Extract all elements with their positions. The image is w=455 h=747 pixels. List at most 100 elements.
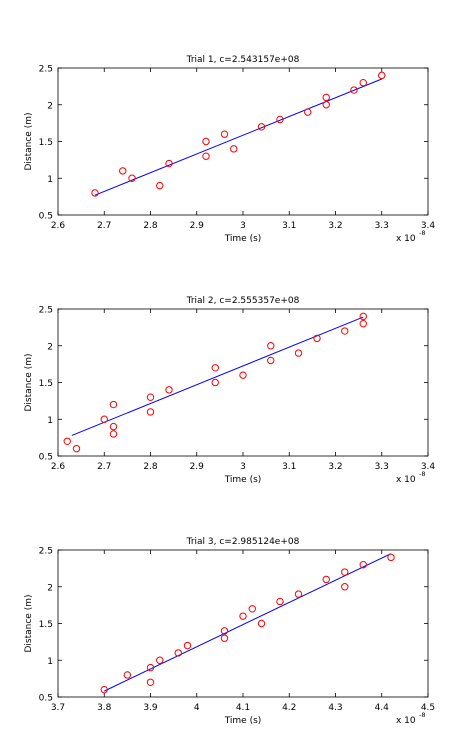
y-tick-label: 1.5	[39, 138, 53, 148]
data-point	[165, 159, 173, 168]
data-point	[109, 400, 118, 409]
data-point	[230, 145, 238, 153]
data-point	[72, 444, 81, 453]
x-tick-label: 3.4	[421, 462, 436, 472]
data-point	[146, 408, 155, 416]
data-point	[267, 342, 275, 350]
x-tick-label: 2.8	[143, 221, 158, 231]
y-tick-label: 0.5	[39, 694, 53, 704]
x-tick-label: 2.9	[190, 221, 205, 231]
x-tick-label: 2.9	[190, 462, 205, 472]
data-point	[202, 137, 210, 146]
x-tick-label: 3.2	[328, 221, 342, 231]
x-tick-label: 4.4	[375, 703, 390, 713]
x-exponent-value: -8	[419, 229, 425, 237]
data-point	[109, 430, 118, 438]
data-point	[378, 71, 386, 80]
y-tick-label: 1	[47, 416, 53, 426]
x-tick-label: 3.9	[143, 703, 158, 713]
y-tick-label: 2	[47, 101, 53, 111]
data-point	[341, 583, 349, 591]
data-point	[239, 371, 247, 379]
x-exponent-label: x 10	[396, 716, 416, 726]
x-tick-label: 4	[194, 703, 200, 713]
y-tick-label: 0.5	[39, 212, 53, 222]
y-axis-label: Distance (m)	[24, 594, 34, 652]
data-point	[156, 656, 164, 664]
data-point	[294, 349, 303, 357]
y-tick-label: 2	[47, 342, 53, 352]
x-tick-label: 2.7	[97, 462, 111, 472]
data-point	[359, 320, 367, 328]
data-point	[387, 553, 395, 562]
data-point	[304, 108, 312, 116]
x-tick-label: 3.3	[375, 462, 389, 472]
x-tick-label: 2.6	[51, 462, 66, 472]
y-tick-label: 2	[47, 583, 53, 593]
data-point	[239, 612, 247, 620]
x-exponent-label: x 10	[396, 475, 416, 485]
x-tick-label: 2.6	[51, 221, 66, 231]
data-point	[202, 152, 210, 160]
y-tick-label: 1	[47, 657, 53, 667]
x-tick-label: 3.1	[282, 221, 296, 231]
x-tick-label: 3.2	[328, 462, 342, 472]
data-point	[257, 619, 266, 628]
x-tick-label: 2.7	[97, 221, 111, 231]
data-point	[341, 568, 349, 576]
chart-title: Trial 3, c=2.985124e+08	[186, 537, 300, 547]
chart-title: Trial 1, c=2.543157e+08	[186, 55, 300, 65]
data-point	[146, 678, 155, 686]
data-point	[211, 364, 219, 372]
data-point	[165, 386, 173, 394]
data-point	[174, 649, 182, 657]
data-point	[341, 327, 349, 335]
data-point	[276, 597, 284, 606]
data-point	[322, 93, 330, 102]
y-tick-label: 1	[47, 175, 53, 185]
data-point	[211, 378, 219, 387]
data-point	[220, 634, 229, 642]
fit-line	[104, 553, 392, 692]
axes-box	[57, 308, 429, 457]
x-axis-label: Time (s)	[224, 234, 262, 244]
data-point	[220, 627, 229, 635]
data-point	[294, 590, 303, 598]
data-point	[313, 334, 321, 343]
x-tick-label: 3.7	[51, 703, 65, 713]
data-point	[276, 115, 284, 124]
x-axis-label: Time (s)	[224, 716, 262, 726]
y-tick-label: 2.5	[39, 65, 53, 75]
y-axis-label: Distance (m)	[24, 353, 34, 411]
data-point	[119, 167, 127, 175]
data-point	[359, 561, 367, 569]
axes-box	[57, 67, 429, 216]
y-tick-label: 0.5	[39, 453, 53, 463]
data-point	[322, 101, 330, 109]
data-point	[109, 422, 118, 431]
x-tick-label: 3.4	[421, 221, 436, 231]
x-tick-label: 4.1	[236, 703, 250, 713]
data-point	[359, 312, 367, 321]
data-point	[63, 437, 71, 445]
x-tick-label: 2.8	[143, 462, 158, 472]
x-tick-label: 4.2	[282, 703, 296, 713]
data-point	[257, 123, 266, 131]
y-tick-label: 2.5	[39, 306, 53, 316]
data-point	[146, 393, 155, 401]
x-tick-label: 3	[240, 221, 246, 231]
fit-line	[94, 78, 382, 196]
x-axis-label: Time (s)	[224, 475, 262, 485]
x-exponent-value: -8	[419, 711, 425, 719]
x-tick-label: 4.5	[421, 703, 435, 713]
y-tick-label: 2.5	[39, 547, 53, 557]
data-point	[248, 605, 256, 613]
y-tick-label: 1.5	[39, 620, 53, 630]
x-exponent-value: -8	[419, 470, 425, 478]
data-point	[100, 415, 108, 423]
fit-line	[71, 316, 364, 436]
x-tick-label: 4.3	[328, 703, 342, 713]
data-point	[123, 671, 132, 679]
x-tick-label: 3.8	[97, 703, 112, 713]
subplot-3: Trial 3, c=2.985124e+08 3.7 3.8 3.9 4 4.1 4.2 4…	[24, 537, 435, 726]
